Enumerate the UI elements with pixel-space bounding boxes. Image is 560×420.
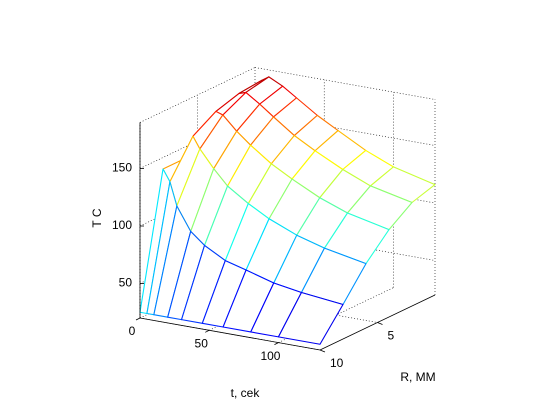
- z-tick-label: 100: [112, 218, 132, 232]
- surface: [139, 76, 436, 345]
- x-tick-label: 50: [195, 336, 209, 350]
- y-tick: [319, 349, 326, 353]
- x-tick-label: 100: [260, 349, 280, 363]
- y-axis-label: R, MM: [400, 370, 435, 384]
- x-axis-label: t, cek: [231, 386, 261, 400]
- y-tick-label: 10: [330, 356, 344, 370]
- y-tick: [377, 322, 383, 325]
- surface-face: [277, 291, 344, 345]
- box-edge: [254, 67, 436, 100]
- x-tick-label: 0: [129, 324, 136, 338]
- x-axis: [139, 317, 321, 351]
- x-tick: [135, 317, 141, 321]
- z-tick-label: 50: [119, 276, 133, 290]
- z-tick-label: 150: [112, 161, 132, 175]
- axes: 0 50 100 5 10 50 100 150: [112, 122, 436, 370]
- x-tick: [205, 329, 210, 333]
- box-edge: [139, 67, 256, 123]
- y-tick-label: 5: [388, 329, 395, 343]
- z-axis-label: T C: [90, 208, 104, 227]
- x-tick: [274, 342, 279, 345]
